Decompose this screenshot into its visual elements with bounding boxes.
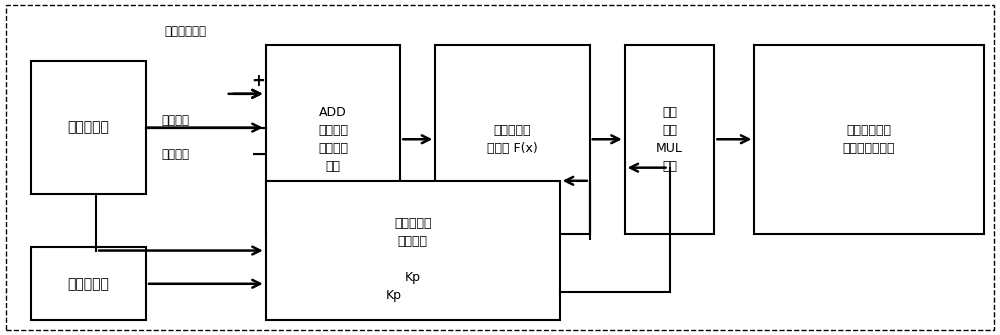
Text: ADD
电网频率
偏差计算
模块: ADD 电网频率 偏差计算 模块 — [318, 106, 348, 173]
Bar — [435, 45, 590, 234]
Bar — [31, 61, 146, 194]
Text: 调频补偿指
令函数 F(x): 调频补偿指 令函数 F(x) — [487, 124, 538, 155]
Bar — [625, 45, 714, 234]
Text: 负荷控制系统
调整汽轮机出功: 负荷控制系统 调整汽轮机出功 — [843, 124, 895, 155]
Text: 指令
修正
MUL
模块: 指令 修正 MUL 模块 — [656, 106, 683, 173]
Bar — [754, 45, 984, 234]
Text: 电网基准频率: 电网基准频率 — [165, 25, 207, 38]
Bar — [266, 181, 560, 320]
Text: 频率变送器: 频率变送器 — [68, 121, 110, 135]
Text: 功率变送器: 功率变送器 — [68, 277, 110, 291]
Text: −: − — [250, 145, 267, 164]
Text: 电网实时: 电网实时 — [162, 115, 190, 128]
Text: 自校正算法
控制模块

Kp: 自校正算法 控制模块 Kp — [394, 217, 431, 284]
Text: Kp: Kp — [385, 289, 401, 302]
Text: +: + — [252, 72, 266, 90]
Bar — [266, 45, 400, 234]
Text: 运行频率: 运行频率 — [162, 148, 190, 161]
Bar — [31, 247, 146, 320]
